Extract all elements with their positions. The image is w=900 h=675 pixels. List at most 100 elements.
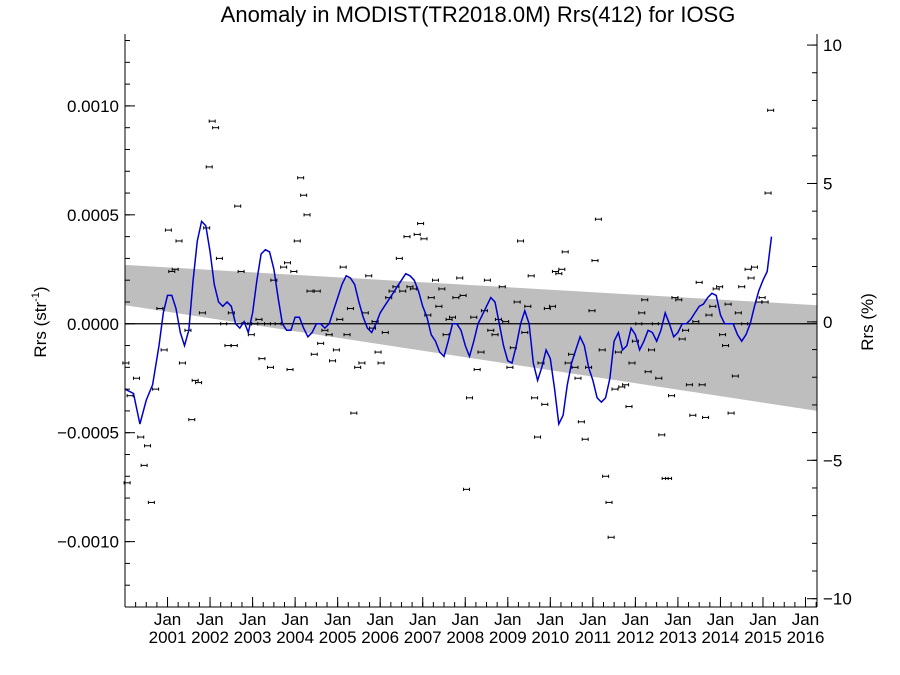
data-point [448,315,456,319]
right-tick-label: 0 [823,313,832,332]
data-point [648,348,656,352]
x-tick-label-year: 2016 [787,628,825,647]
data-point [628,361,636,365]
data-point [332,348,340,352]
smooth-line [124,219,773,427]
data-point [234,204,242,208]
data-point [491,333,499,337]
data-point [668,394,676,398]
data-point [722,343,730,348]
data-point [297,176,305,180]
data-point [381,330,389,335]
x-tick-label-year: 2007 [404,628,442,647]
data-point [230,343,238,348]
data-point [350,411,358,415]
data-point [280,265,288,269]
x-tick-label-year: 2006 [361,628,399,647]
data-point [395,256,403,261]
data-point [734,311,742,315]
data-point [534,435,542,439]
data-point [286,367,294,372]
data-point [198,311,206,315]
x-tick-label-year: 2014 [702,628,740,647]
data-point [317,341,325,345]
data-point [247,333,255,337]
data-point [651,322,659,326]
data-point [184,328,192,332]
data-point [215,256,223,261]
data-point [313,289,321,293]
data-point [709,304,717,308]
data-point [678,337,686,341]
data-point [188,418,196,422]
data-point [758,296,766,300]
x-tick-label-year: 2012 [616,628,654,647]
data-point [531,396,539,400]
data-point [747,276,755,280]
data-point [695,280,703,284]
x-tick-label-month: Jan [324,610,351,629]
data-point [463,487,471,491]
data-point [588,309,596,313]
data-point [716,285,724,289]
data-point [325,333,333,337]
x-tick-label-year: 2013 [659,628,697,647]
data-point [374,350,382,354]
data-point [147,500,155,505]
data-point [144,444,152,448]
data-point [137,435,145,439]
x-tick-label-month: Jan [452,610,479,629]
x-tick-label-year: 2001 [149,628,187,647]
data-point [283,261,291,265]
x-tick-label-month: Jan [154,610,181,629]
data-point [702,415,710,420]
data-point [622,383,630,387]
data-point [263,322,271,326]
data-point [293,239,301,243]
data-point [543,306,551,311]
data-point [517,239,525,243]
data-point [614,350,622,354]
x-tick-label-month: Jan [281,610,308,629]
data-point [303,213,311,217]
left-tick-label: −0.0010 [57,533,119,552]
x-tick-label-year: 2009 [489,628,527,647]
data-point [164,228,172,232]
data-point [354,365,362,369]
data-point [731,374,739,378]
data-point [561,250,569,254]
data-point [365,274,373,278]
data-point [403,235,411,239]
data-point [339,265,347,269]
data-point [761,300,769,304]
data-point [435,304,443,308]
data-point [521,330,529,335]
x-tick-label-month: Jan [366,610,393,629]
data-point [427,296,435,300]
data-point [160,348,168,352]
data-point [602,474,610,478]
data-point [671,296,679,300]
data-point [498,285,506,289]
x-tick-label-month: Jan [749,610,776,629]
data-point [607,535,615,539]
x-tick-label-month: Jan [622,610,649,629]
data-point [126,394,134,398]
data-point [611,387,619,391]
data-point [306,289,314,293]
x-tick-label-month: Jan [579,610,606,629]
data-point [502,319,510,324]
data-point [258,357,266,361]
x-tick-label-year: 2004 [276,628,314,647]
data-point [483,278,491,282]
data-point [574,376,582,380]
data-point [635,322,643,326]
data-point [156,306,164,311]
data-point [689,413,697,417]
data-point [171,267,179,271]
right-tick-label: 5 [823,174,832,193]
data-point [300,193,308,197]
data-point [220,322,228,326]
y-axis-label-right: Rrs (%) [858,293,877,351]
